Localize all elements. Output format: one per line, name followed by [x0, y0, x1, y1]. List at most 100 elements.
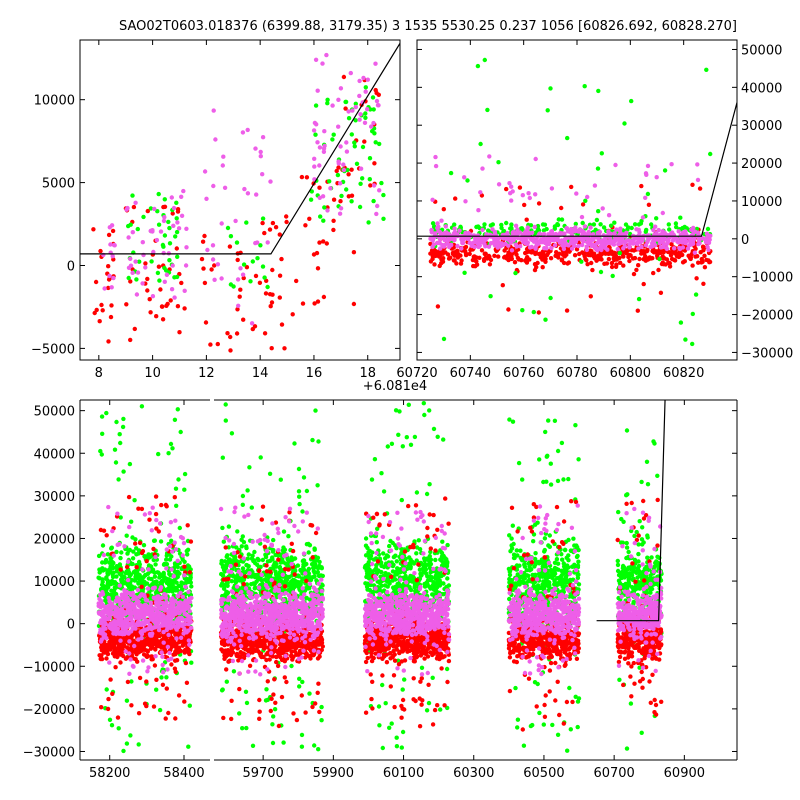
data-point: [324, 241, 329, 246]
data-point: [145, 208, 150, 214]
data-point: [439, 550, 445, 556]
data-point: [426, 584, 432, 589]
y-tick-label: −30000: [741, 346, 793, 361]
data-point: [547, 586, 552, 591]
data-point: [270, 557, 275, 562]
data-point: [168, 586, 173, 592]
data-point: [381, 192, 386, 198]
data-point: [544, 246, 549, 251]
data-point: [585, 262, 590, 267]
data-point: [387, 543, 392, 549]
y-tick-label: 0: [67, 259, 75, 274]
data-point: [241, 262, 247, 267]
data-point: [588, 225, 593, 230]
data-point: [277, 232, 282, 237]
data-point: [211, 183, 216, 189]
data-point: [225, 331, 230, 336]
data-point: [648, 573, 653, 578]
data-point: [543, 429, 548, 435]
data-point: [417, 567, 423, 572]
data-point: [160, 317, 166, 322]
data-point: [268, 304, 273, 309]
data-point: [372, 131, 377, 136]
data-point: [609, 264, 615, 270]
data-point: [679, 239, 685, 244]
data-point: [158, 229, 164, 234]
data-point: [161, 250, 166, 256]
data-point: [348, 70, 353, 76]
data-point: [100, 431, 105, 436]
data-point: [124, 698, 130, 703]
data-point: [297, 501, 302, 507]
data-point: [182, 288, 187, 293]
data-point: [375, 203, 380, 209]
data-point: [174, 200, 179, 205]
data-point: [623, 572, 628, 577]
data-point: [159, 675, 164, 680]
data-point: [301, 562, 306, 567]
data-point: [97, 319, 102, 324]
data-point: [106, 339, 111, 344]
data-point: [662, 168, 668, 173]
data-point: [696, 260, 701, 265]
data-point: [396, 581, 402, 587]
data-point: [394, 559, 399, 564]
data-point: [121, 748, 126, 754]
data-point: [645, 191, 651, 197]
data-point: [662, 230, 667, 236]
data-point: [585, 194, 590, 200]
data-point: [235, 576, 241, 581]
data-point: [518, 244, 523, 249]
data-point: [126, 265, 132, 270]
data-point: [427, 574, 432, 579]
data-point: [604, 261, 610, 266]
data-point: [141, 543, 147, 548]
data-point: [369, 124, 374, 129]
y-tick-label: −20000: [741, 309, 793, 324]
data-point: [707, 259, 713, 265]
data-point: [559, 589, 564, 594]
data-point: [478, 190, 483, 195]
data-point: [371, 120, 376, 126]
data-point: [511, 236, 516, 241]
data-point: [357, 93, 362, 99]
data-point: [482, 222, 487, 227]
data-point: [553, 253, 558, 258]
data-point: [651, 238, 656, 244]
data-point: [444, 666, 450, 672]
data-point: [667, 264, 673, 269]
data-point: [270, 740, 276, 746]
data-point: [431, 426, 437, 432]
data-point: [240, 272, 246, 277]
data-point: [156, 222, 162, 227]
data-point: [317, 145, 323, 150]
data-point: [238, 287, 243, 292]
data-point: [363, 115, 368, 121]
data-point: [152, 206, 157, 212]
data-point: [595, 240, 600, 246]
data-point: [555, 732, 561, 737]
data-point: [536, 310, 541, 315]
data-point: [631, 271, 637, 277]
data-point: [561, 570, 566, 575]
data-point: [632, 255, 638, 261]
data-point: [533, 156, 538, 162]
data-point: [613, 264, 619, 269]
data-point: [639, 730, 644, 735]
data-point: [643, 195, 648, 200]
data-point: [507, 533, 512, 538]
data-point: [441, 256, 446, 261]
data-point: [104, 410, 109, 416]
data-point: [362, 120, 368, 126]
data-point: [167, 225, 172, 231]
data-point: [660, 210, 665, 216]
data-point: [621, 254, 626, 259]
data-point: [706, 247, 711, 253]
data-point: [320, 573, 325, 579]
data-point: [254, 579, 259, 584]
data-point: [549, 186, 555, 191]
data-point: [175, 407, 180, 412]
data-point: [587, 242, 592, 247]
data-point: [150, 294, 156, 299]
data-point: [617, 677, 622, 682]
